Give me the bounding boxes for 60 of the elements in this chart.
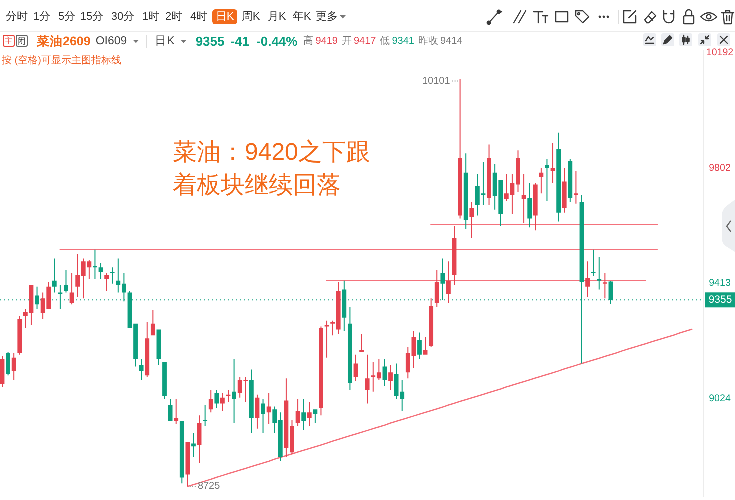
candlestick [470,202,474,238]
y-tick-label: 9024 [709,393,732,404]
candlestick [324,320,330,358]
candlestick [110,268,115,284]
text: 低 [380,36,390,47]
candlestick [574,171,578,204]
y-tick-label: 10192 [706,48,734,59]
candlestick [586,262,590,298]
text: 9341 [392,36,415,47]
candlestick [591,250,596,276]
chart-title: 菜油2609 [36,34,91,48]
text: 9355 [196,34,225,49]
candlestick [539,168,544,194]
text: 4时 [190,10,208,23]
candlestick [597,257,602,290]
annotation: 10101 [422,76,451,87]
candlestick [522,174,526,224]
text: 9414 [440,36,464,47]
text: 周K [242,11,261,23]
candlestick [602,274,608,299]
annotation: 8725 [198,481,221,492]
annotation: 菜油：9420之下跟着板块继续回落 [173,138,370,198]
candlestick [104,274,110,292]
text: 日K [216,11,235,23]
text: 年K [292,11,312,23]
candlestick [192,433,196,458]
candlestick [203,405,208,426]
text: 昨收 [418,35,438,47]
text: 5分 [58,11,76,23]
text: 分时 [6,10,28,23]
line-series [187,328,693,488]
text: 日K [155,34,176,48]
candlestick [232,359,236,423]
annotation: 按 (空格)可显示主图指标线 [2,54,122,66]
candlestick [52,258,57,293]
y-tick-label: 9413 [709,278,732,290]
candlestick [174,399,179,424]
candlestick [545,160,550,201]
text: 月K [268,11,287,23]
text: 9419 [316,36,338,47]
candlestick [550,143,556,184]
text: 高 [304,35,314,47]
candlestick [266,393,272,424]
text: 1分 [33,11,51,23]
text: 15分 [80,11,104,23]
text: 2时 [165,10,183,23]
text: -41 [230,34,250,49]
ref-line-label: 9355 [708,294,732,306]
text: 1时 [142,10,160,23]
candlestick [93,250,98,280]
chart-subtitle: OI609 [96,36,128,48]
text: -0.44% [256,34,298,49]
text: 更多 [316,11,338,23]
text: 30分 [111,11,135,23]
text: 9417 [354,36,377,47]
candlestick [360,334,364,352]
candlestick [226,390,231,402]
candlestick [365,354,370,404]
text: 开 [342,36,352,47]
y-tick-label: 9802 [709,162,731,174]
